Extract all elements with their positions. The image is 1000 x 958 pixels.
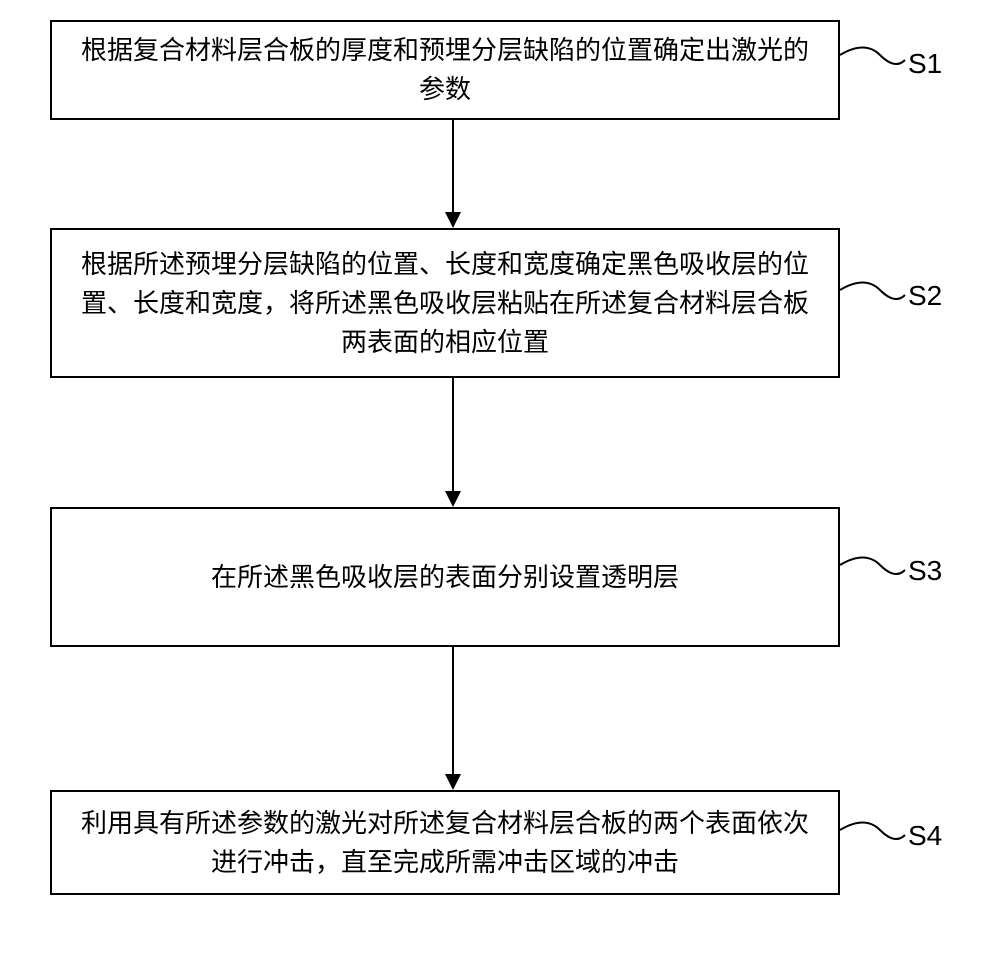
arrow-s1-s2 xyxy=(445,120,461,228)
step-box-s1: 根据复合材料层合板的厚度和预埋分层缺陷的位置确定出激光的参数 xyxy=(50,20,840,120)
connector-s3 xyxy=(840,540,910,590)
step-box-s3: 在所述黑色吸收层的表面分别设置透明层 xyxy=(50,507,840,647)
connector-s4 xyxy=(840,805,910,855)
flowchart-container: 根据复合材料层合板的厚度和预埋分层缺陷的位置确定出激光的参数 S1 根据所述预埋… xyxy=(0,0,1000,958)
step-box-s4: 利用具有所述参数的激光对所述复合材料层合板的两个表面依次进行冲击，直至完成所需冲… xyxy=(50,790,840,895)
step-label-s1: S1 xyxy=(908,48,942,80)
step-text-s4: 利用具有所述参数的激光对所述复合材料层合板的两个表面依次进行冲击，直至完成所需冲… xyxy=(72,804,818,882)
step-label-s3: S3 xyxy=(908,555,942,587)
step-text-s3: 在所述黑色吸收层的表面分别设置透明层 xyxy=(211,558,679,597)
step-text-s2: 根据所述预埋分层缺陷的位置、长度和宽度确定黑色吸收层的位置、长度和宽度，将所述黑… xyxy=(72,245,818,362)
step-box-s2: 根据所述预埋分层缺陷的位置、长度和宽度确定黑色吸收层的位置、长度和宽度，将所述黑… xyxy=(50,228,840,378)
step-label-s4: S4 xyxy=(908,820,942,852)
step-text-s1: 根据复合材料层合板的厚度和预埋分层缺陷的位置确定出激光的参数 xyxy=(72,31,818,109)
connector-s1 xyxy=(840,30,910,80)
arrow-s3-s4 xyxy=(445,647,461,790)
arrow-s2-s3 xyxy=(445,378,461,507)
step-label-s2: S2 xyxy=(908,280,942,312)
connector-s2 xyxy=(840,265,910,315)
